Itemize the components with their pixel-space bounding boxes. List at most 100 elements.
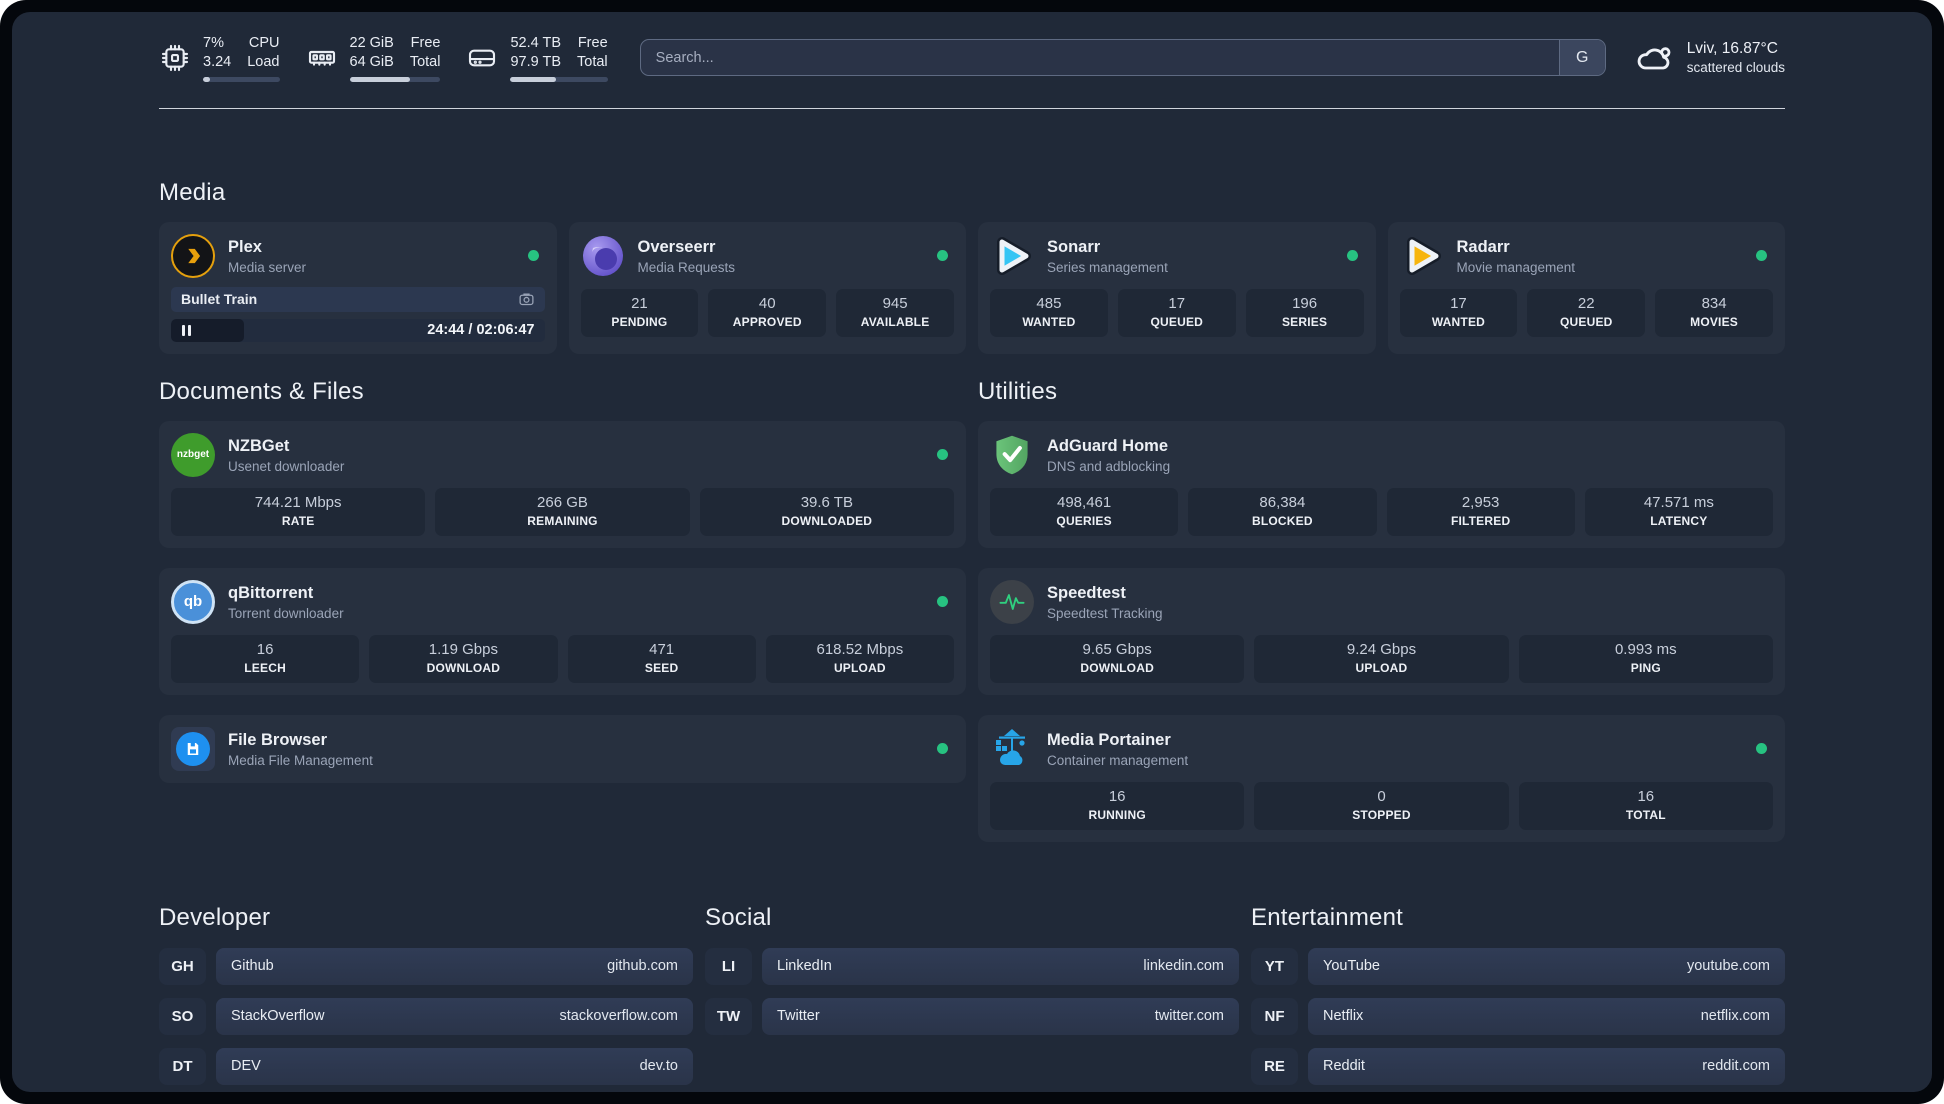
link-abbr[interactable]: SO [159, 997, 206, 1035]
card-adguard[interactable]: AdGuard Home DNS and adblocking 498,461 … [978, 420, 1785, 548]
stat-total: 16 TOTAL [1518, 781, 1773, 830]
stat-approved: 40 APPROVED [708, 288, 827, 337]
link-abbr[interactable]: RE [1251, 1047, 1298, 1085]
link-row-github: GH Github github.com [159, 947, 693, 985]
search-engine-button[interactable]: G [1558, 40, 1605, 76]
app-subtitle: Media File Management [228, 752, 373, 768]
speedtest-icon [990, 579, 1034, 624]
link-name: Twitter [777, 1008, 820, 1025]
card-plex[interactable]: Plex Media server Bullet Train 24:44 / 0… [159, 221, 557, 354]
link-url: stackoverflow.com [559, 1008, 678, 1025]
link-name: Netflix [1323, 1008, 1364, 1025]
disk-total-label: Total [577, 53, 608, 70]
disk-total-value: 97.9 TB [510, 53, 562, 70]
app-title: AdGuard Home [1047, 436, 1169, 455]
memory-progress-bar [349, 76, 441, 82]
cpu-usage-value: 7% [203, 35, 224, 51]
video-camera-icon [518, 293, 534, 305]
stat-movies: 834 MOVIES [1655, 288, 1773, 337]
status-dot [937, 449, 948, 461]
cpu-progress-bar [203, 76, 280, 82]
app-subtitle: Speedtest Tracking [1047, 605, 1163, 621]
weather-location-temp: Lviv, 16.87°C [1686, 40, 1778, 58]
link-abbr[interactable]: DT [159, 1047, 206, 1085]
link-name: StackOverflow [231, 1008, 325, 1025]
stat-queued: 22 QUEUED [1527, 288, 1646, 337]
status-dot [527, 250, 539, 262]
qbittorrent-icon: qb [171, 579, 215, 624]
card-overseerr[interactable]: Overseerr Media Requests 21 PENDING 40 A… [568, 221, 966, 354]
stat-blocked: 86,384 BLOCKED [1188, 487, 1377, 536]
app-subtitle: Media Requests [637, 259, 736, 275]
now-playing-row: Bullet Train [171, 286, 545, 312]
header-divider [159, 107, 1785, 109]
section-title-documents: Documents & Files [159, 377, 364, 405]
app-subtitle: DNS and adblocking [1047, 458, 1171, 474]
disk-progress-bar [510, 76, 608, 82]
card-radarr[interactable]: Radarr Movie management 17 WANTED 22 QUE… [1387, 221, 1785, 354]
link-row-netflix: NF Netflix netflix.com [1251, 997, 1785, 1035]
link-url: youtube.com [1686, 958, 1770, 975]
stat-downloaded: 39.6 TB DOWNLOADED [699, 487, 954, 536]
link-youtube[interactable]: YouTube youtube.com [1308, 947, 1785, 985]
link-reddit[interactable]: Reddit reddit.com [1308, 1047, 1785, 1085]
playback-progress-bar[interactable]: 24:44 / 02:06:47 [171, 318, 545, 342]
radarr-icon [1400, 234, 1444, 278]
search-input[interactable] [640, 40, 1559, 76]
disk-free-value: 52.4 TB [510, 35, 562, 51]
card-qbittorrent[interactable]: qb qBittorrent Torrent downloader 16 LEE… [159, 567, 966, 695]
app-title: NZBGet [228, 436, 290, 455]
link-row-linkedin: LI LinkedIn linkedin.com [705, 947, 1239, 985]
link-linkedin[interactable]: LinkedIn linkedin.com [762, 947, 1239, 985]
disk-icon [469, 49, 496, 67]
adguard-icon [990, 433, 1034, 477]
dashboard-panel: 7% CPU 3.24 Load 22 GiB Free 64 GiB T [12, 12, 1932, 1092]
link-twitter[interactable]: Twitter twitter.com [762, 997, 1239, 1035]
link-row-reddit: RE Reddit reddit.com [1251, 1047, 1785, 1085]
card-sonarr[interactable]: Sonarr Series management 485 WANTED 17 Q… [978, 221, 1376, 354]
pause-icon[interactable] [182, 324, 191, 336]
card-speedtest[interactable]: Speedtest Speedtest Tracking 9.65 Gbps D… [978, 567, 1785, 695]
link-stackoverflow[interactable]: StackOverflow stackoverflow.com [216, 997, 693, 1035]
nzbget-icon: nzbget [171, 432, 215, 477]
app-subtitle: Container management [1047, 752, 1189, 768]
stat-ping: 0.993 ms PING [1518, 634, 1773, 683]
link-abbr[interactable]: LI [705, 947, 752, 985]
stat-filtered: 2,953 FILTERED [1386, 487, 1575, 536]
link-abbr[interactable]: NF [1251, 997, 1298, 1035]
link-name: LinkedIn [777, 958, 832, 975]
app-title: Sonarr [1047, 237, 1101, 256]
link-netflix[interactable]: Netflix netflix.com [1308, 997, 1785, 1035]
card-nzbget[interactable]: nzbget NZBGet Usenet downloader 744.21 M… [159, 420, 966, 548]
stat-available: 945 AVAILABLE [836, 288, 954, 337]
stat-latency: 47.571 ms LATENCY [1584, 487, 1773, 536]
card-portainer[interactable]: Media Portainer Container management 16 … [978, 714, 1785, 842]
link-abbr[interactable]: TW [705, 997, 752, 1035]
status-dot [937, 596, 948, 608]
top-bar: 7% CPU 3.24 Load 22 GiB Free 64 GiB T [159, 34, 1785, 82]
link-abbr[interactable]: GH [159, 947, 206, 985]
stat-rate: 744.21 Mbps RATE [171, 487, 426, 536]
link-abbr[interactable]: YT [1251, 947, 1298, 985]
link-url: twitter.com [1154, 1008, 1224, 1025]
app-subtitle: Movie management [1456, 259, 1576, 275]
app-subtitle: Media server [228, 259, 307, 275]
cpu-load-label: Load [247, 53, 280, 70]
playback-time: 24:44 / 02:06:47 [427, 322, 535, 339]
entertainment-section: Entertainment YT YouTube youtube.com NF … [1251, 904, 1785, 1092]
developer-section: Developer GH Github github.com SO StackO… [159, 904, 693, 1092]
stat-download: 9.65 Gbps DOWNLOAD [990, 634, 1245, 683]
app-subtitle: Torrent downloader [228, 605, 344, 621]
weather-widget: Lviv, 16.87°C scattered clouds [1634, 38, 1785, 78]
link-github[interactable]: Github github.com [216, 947, 693, 985]
app-title: qBittorrent [228, 583, 314, 602]
stat-stopped: 0 STOPPED [1254, 781, 1509, 830]
status-dot [1756, 743, 1767, 755]
status-dot [1756, 250, 1767, 262]
app-title: Overseerr [637, 237, 716, 256]
card-filebrowser[interactable]: File Browser Media File Management [159, 714, 966, 783]
disk-stat: 52.4 TB Free 97.9 TB Total [466, 34, 608, 82]
cpu-usage-label: CPU [248, 35, 280, 51]
link-dev[interactable]: DEV dev.to [216, 1047, 693, 1085]
